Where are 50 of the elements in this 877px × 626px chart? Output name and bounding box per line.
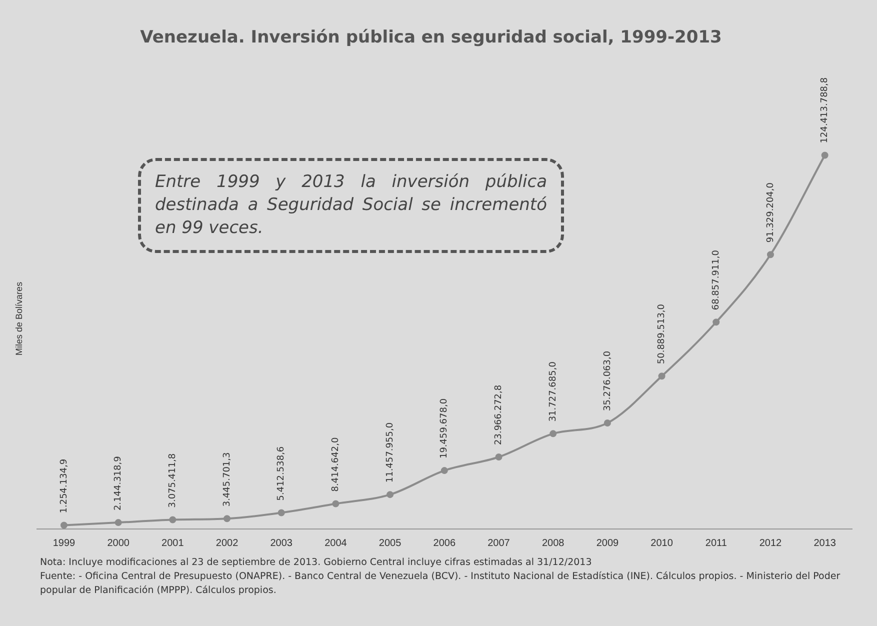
point — [712, 318, 720, 326]
data-label: 50.889.513,0 — [657, 304, 668, 364]
x-tick-label: 2009 — [596, 538, 619, 549]
point — [440, 467, 448, 474]
point — [169, 516, 176, 524]
x-tick-label: 2011 — [705, 538, 728, 549]
point — [278, 509, 285, 516]
point — [821, 152, 828, 159]
data-label: 11.457.955,0 — [385, 422, 396, 483]
data-label: 8.414.642,0 — [331, 437, 342, 492]
point — [224, 515, 231, 522]
data-label: 23.966.272,8 — [494, 384, 504, 445]
point — [495, 454, 502, 460]
x-tick-label: 2007 — [488, 538, 510, 549]
point — [332, 500, 340, 508]
point — [766, 251, 774, 258]
data-label: 5.412.538,6 — [276, 446, 287, 501]
x-tick-label: 2005 — [378, 538, 402, 549]
data-label: 68.857.911,0 — [711, 250, 722, 310]
y-axis-title: Miles de Bolívares — [14, 281, 24, 356]
data-label: 3.075.411,8 — [168, 453, 178, 508]
text: Nota: Incluye modificaciones al 23 de septiembre de 2013. Gobierno Central incluye cifras estimadas al 31/12/2013 — [40, 556, 593, 570]
data-label: 124.413.788,8 — [820, 77, 830, 144]
x-tick-label: 2001 — [162, 538, 184, 549]
x-tick-label: 2002 — [216, 538, 239, 549]
point — [604, 420, 611, 427]
source-note: Fuente: - Oficina Central de Presupuesto (ONAPRE). - Banco Central de Venezuela (BCV). - Instituto Nacional de Estadística (INE). Cálculos propios. - Ministerio del Poder popular de Planificación (MPPP). Cálculos propios. — [40, 570, 842, 598]
x-tick-label: 2010 — [650, 538, 674, 549]
data-label: 91.329.204,0 — [766, 182, 776, 243]
data-label: 3.445.701,3 — [222, 452, 232, 507]
data-label: 1.254.134,9 — [59, 458, 70, 514]
x-tick-label: 2008 — [542, 538, 565, 549]
x-tick-label: 2012 — [759, 538, 782, 549]
x-tick-label: 2003 — [270, 538, 293, 549]
point — [550, 430, 557, 438]
data-label: 2.144.318,9 — [114, 456, 124, 511]
point — [60, 522, 68, 529]
point — [386, 491, 394, 498]
point — [114, 519, 122, 526]
x-tick-label: 2004 — [324, 538, 348, 549]
x-tick-label: 2006 — [433, 538, 456, 549]
data-label: 19.459.678,0 — [440, 398, 450, 459]
data-label: 35.276.063,0 — [602, 350, 613, 412]
point — [658, 372, 666, 380]
annotation: Entre 1999 y 2013 la inversión pública destinada a Seguridad Social se incrementó en 99 veces. — [138, 158, 564, 253]
x-tick-label: 2000 — [107, 538, 130, 549]
x-tick-label: 1999 — [52, 538, 76, 549]
chart-title: Venezuela. Inversión pública en seguridad social, 1999-2013 — [140, 28, 722, 48]
data-label: 31.727.685,0 — [548, 361, 558, 422]
x-tick-label: 2013 — [814, 538, 836, 549]
